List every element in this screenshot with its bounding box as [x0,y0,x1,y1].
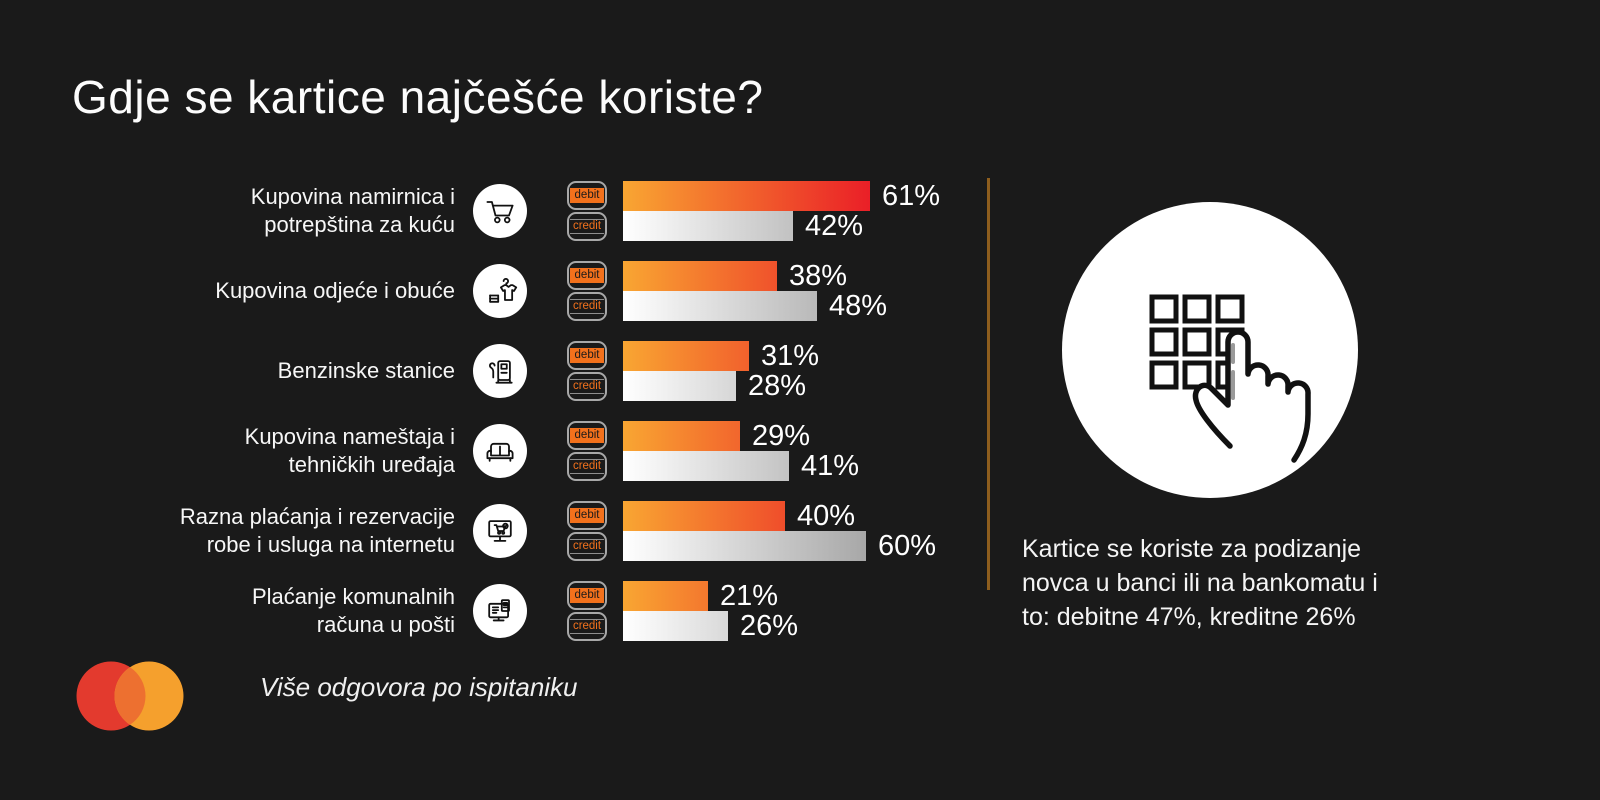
credit-bar [623,611,728,641]
debit-value: 31% [761,339,820,372]
credit-value: 26% [740,609,799,642]
credit-value: 48% [829,289,888,322]
atm-keypad-hand-icon [1062,202,1358,498]
debit-card-tag: debit [567,261,607,290]
footnote: Više odgovora po ispitaniku [260,672,578,702]
credit-bar [623,451,789,481]
debit-card-tag: debit [567,581,607,610]
credit-bar [623,291,817,321]
debit-value: 40% [797,499,856,532]
credit-card-tag: credit [567,532,607,561]
credit-card-tag: credit [567,292,607,321]
fuel-pump-icon [473,344,527,398]
debit-value: 38% [789,259,848,292]
credit-value: 28% [748,369,807,402]
chart-row: Kupovina odjeće i obuće debit credit 38%… [0,259,1000,322]
credit-value: 42% [805,209,864,242]
credit-bar [623,211,793,241]
credit-bar [623,371,736,401]
cart-icon [473,184,527,238]
credit-value: 60% [878,529,937,562]
aside-note: Kartice se koriste za podizanje novca u … [1022,535,1378,631]
chart-row: Razna plaćanja i rezervacije robe i uslu… [0,499,1000,562]
chart-row: Kupovina nameštaja i tehničkih uređaja d… [0,419,1000,482]
chart-row: Benzinske stanice debit credit 31% 28% [0,339,1000,402]
debit-value: 21% [720,579,779,612]
credit-card-tag: credit [567,212,607,241]
credit-tag-label: credit [570,219,604,234]
debit-bar [623,421,740,451]
debit-card-tag: debit [567,341,607,370]
debit-card-tag: debit [567,421,607,450]
debit-value: 61% [882,179,941,212]
debit-card-tag: debit [567,501,607,530]
credit-card-tag: credit [567,452,607,481]
online-shopping-icon [473,504,527,558]
chart-row: Plaćanje komunalnih računa u pošti debit… [0,579,1000,642]
credit-card-tag: credit [567,372,607,401]
category-label: Plaćanje komunalnih računa u pošti [251,584,455,637]
credit-value: 41% [801,449,860,482]
category-label: Razna plaćanja i rezervacije robe i uslu… [179,504,455,557]
sofa-icon [473,424,527,478]
category-label: Kupovina odjeće i obuće [215,278,455,303]
category-label: Benzinske stanice [277,358,455,383]
debit-bar [623,261,777,291]
credit-bar [623,531,866,561]
debit-bar [623,181,870,211]
page-title: Gdje se kartice najčešće koriste? [72,71,764,123]
chart-row: Kupovina namirnica i potrepština za kuću… [0,179,1000,242]
mastercard-logo [76,661,184,731]
debit-bar [623,501,785,531]
category-label: Kupovina namirnica i potrepština za kuću [250,184,455,237]
vertical-divider [987,178,990,590]
debit-card-tag: debit [567,181,607,210]
category-label: Kupovina nameštaja i tehničkih uređaja [244,424,455,477]
debit-value: 29% [752,419,811,452]
clothing-icon [473,264,527,318]
e-bill-icon [473,584,527,638]
debit-tag-label: debit [570,188,604,203]
credit-card-tag: credit [567,612,607,641]
debit-bar [623,341,749,371]
debit-bar [623,581,708,611]
